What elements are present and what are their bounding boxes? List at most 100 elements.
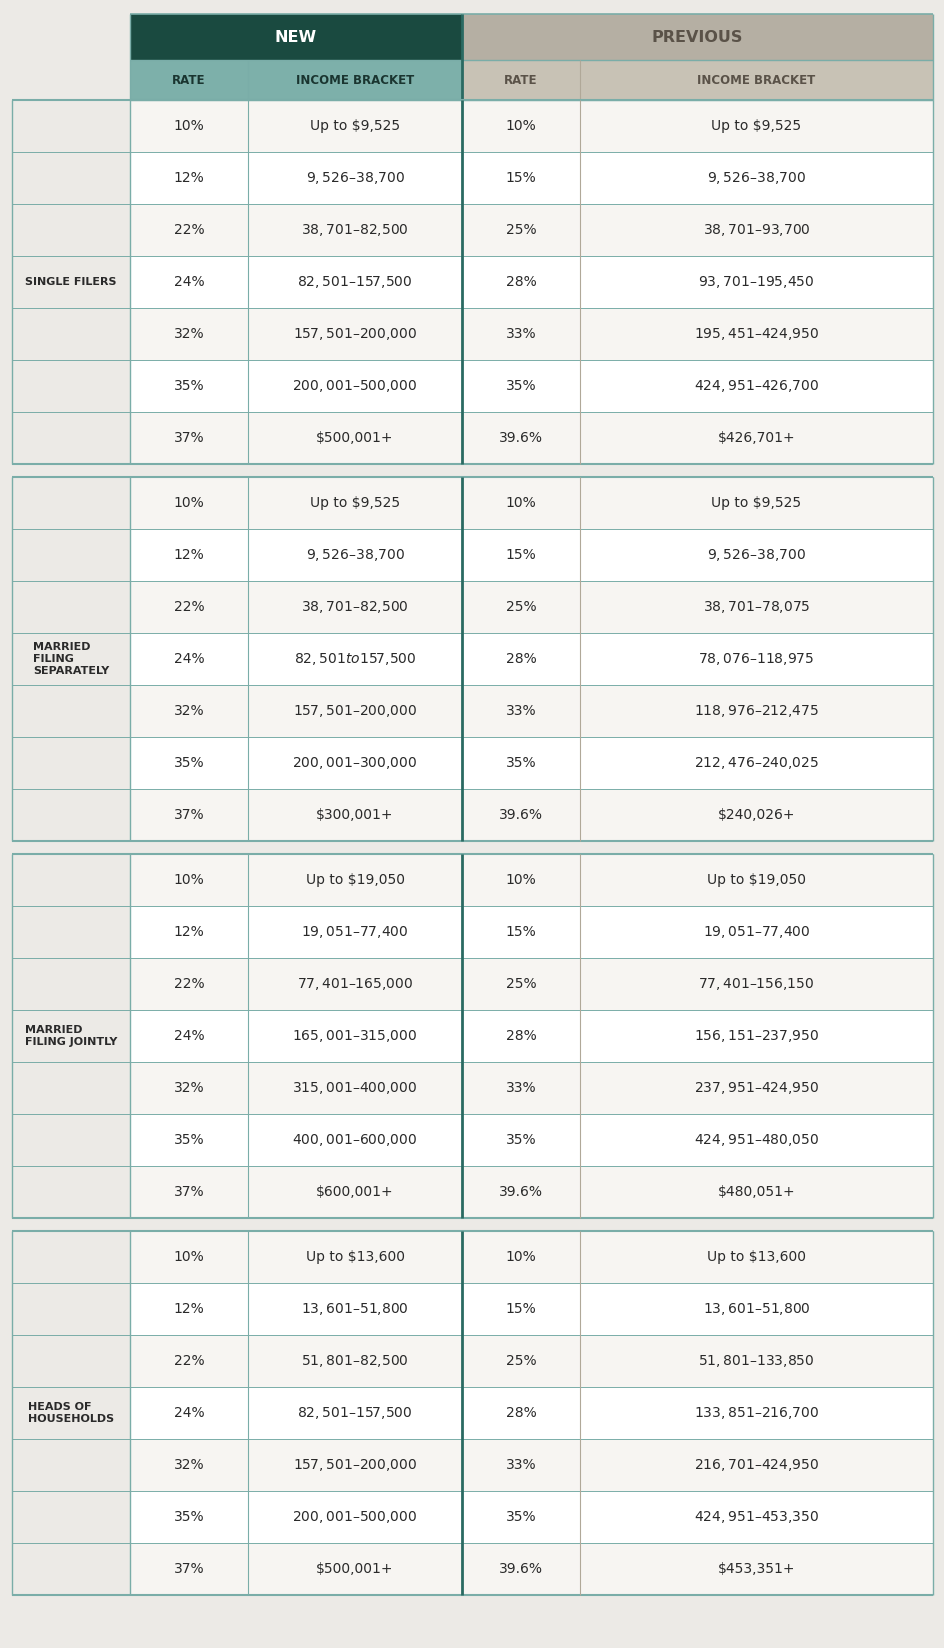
- Bar: [130, 59, 462, 101]
- Text: 25%: 25%: [505, 600, 536, 615]
- Text: HEADS OF
HOUSEHOLDS: HEADS OF HOUSEHOLDS: [28, 1402, 114, 1424]
- Text: $133,851–$216,700: $133,851–$216,700: [693, 1406, 818, 1421]
- Bar: [130, 13, 462, 59]
- Text: 37%: 37%: [174, 432, 204, 445]
- Bar: [130, 1010, 932, 1061]
- Bar: [130, 1439, 932, 1491]
- Text: $51,801–$82,500: $51,801–$82,500: [301, 1353, 409, 1369]
- Text: $77,401–$165,000: $77,401–$165,000: [296, 976, 413, 992]
- Bar: [12, 854, 130, 1218]
- Text: 28%: 28%: [505, 1406, 536, 1421]
- Bar: [12, 1231, 130, 1595]
- Text: $9,526–$38,700: $9,526–$38,700: [706, 547, 805, 564]
- Text: 24%: 24%: [174, 1406, 204, 1421]
- Text: NEW: NEW: [275, 30, 317, 44]
- Text: $93,701–$195,450: $93,701–$195,450: [698, 274, 814, 290]
- Text: $38,701–$78,075: $38,701–$78,075: [702, 598, 809, 615]
- Text: 37%: 37%: [174, 1562, 204, 1575]
- Bar: [130, 1543, 932, 1595]
- Text: 22%: 22%: [174, 1355, 204, 1368]
- Text: 35%: 35%: [505, 379, 536, 392]
- Text: 10%: 10%: [174, 119, 204, 133]
- Text: 24%: 24%: [174, 653, 204, 666]
- Text: 12%: 12%: [174, 925, 204, 939]
- Text: 10%: 10%: [505, 496, 536, 509]
- Text: $78,076–$118,975: $78,076–$118,975: [698, 651, 814, 667]
- Text: INCOME BRACKET: INCOME BRACKET: [295, 74, 413, 86]
- Bar: [130, 582, 932, 633]
- Text: 28%: 28%: [505, 653, 536, 666]
- Text: 35%: 35%: [505, 756, 536, 770]
- Bar: [130, 1284, 932, 1335]
- Text: RATE: RATE: [172, 74, 206, 86]
- Text: 25%: 25%: [505, 222, 536, 237]
- Text: Up to $13,600: Up to $13,600: [706, 1249, 805, 1264]
- Bar: [130, 255, 932, 308]
- Text: $237,951–$424,950: $237,951–$424,950: [693, 1079, 818, 1096]
- Bar: [130, 1114, 932, 1167]
- Bar: [130, 906, 932, 957]
- Text: 39.6%: 39.6%: [498, 1562, 543, 1575]
- Text: $9,526–$38,700: $9,526–$38,700: [706, 170, 805, 186]
- Text: $453,351+: $453,351+: [717, 1562, 795, 1575]
- Text: $216,701–$424,950: $216,701–$424,950: [693, 1457, 818, 1473]
- Text: Up to $19,050: Up to $19,050: [706, 873, 805, 887]
- Text: RATE: RATE: [504, 74, 537, 86]
- Text: 28%: 28%: [505, 1028, 536, 1043]
- Text: 39.6%: 39.6%: [498, 808, 543, 822]
- Text: 32%: 32%: [174, 1458, 204, 1472]
- Text: $77,401–$156,150: $77,401–$156,150: [698, 976, 814, 992]
- Text: SINGLE FILERS: SINGLE FILERS: [25, 277, 117, 287]
- Text: Up to $19,050: Up to $19,050: [305, 873, 404, 887]
- Text: 12%: 12%: [174, 549, 204, 562]
- Text: 12%: 12%: [174, 1302, 204, 1317]
- Text: 10%: 10%: [174, 873, 204, 887]
- Text: $426,701+: $426,701+: [716, 432, 795, 445]
- Text: $13,601–$51,800: $13,601–$51,800: [702, 1300, 810, 1317]
- Text: INCOME BRACKET: INCOME BRACKET: [697, 74, 815, 86]
- Bar: [130, 1388, 932, 1439]
- Text: $600,001+: $600,001+: [316, 1185, 394, 1200]
- Text: 35%: 35%: [174, 379, 204, 392]
- Text: 33%: 33%: [505, 1458, 536, 1472]
- Text: 10%: 10%: [505, 119, 536, 133]
- Text: $156,151–$237,950: $156,151–$237,950: [693, 1028, 818, 1043]
- Text: 15%: 15%: [505, 1302, 536, 1317]
- Text: Up to $9,525: Up to $9,525: [711, 496, 801, 509]
- Text: $212,476–$240,025: $212,476–$240,025: [693, 755, 818, 771]
- Text: $51,801–$133,850: $51,801–$133,850: [698, 1353, 814, 1369]
- Text: 10%: 10%: [174, 1249, 204, 1264]
- Text: 15%: 15%: [505, 171, 536, 185]
- Bar: [130, 854, 932, 906]
- Text: 35%: 35%: [174, 1510, 204, 1524]
- Bar: [130, 1335, 932, 1388]
- Text: 10%: 10%: [505, 873, 536, 887]
- Text: $157,501–$200,000: $157,501–$200,000: [293, 704, 416, 719]
- Text: 33%: 33%: [505, 1081, 536, 1094]
- Text: $240,026+: $240,026+: [717, 808, 795, 822]
- Text: $38,701–$93,700: $38,701–$93,700: [702, 222, 810, 237]
- Text: $200,001–$500,000: $200,001–$500,000: [292, 1510, 417, 1524]
- Text: 35%: 35%: [174, 756, 204, 770]
- Text: 32%: 32%: [174, 704, 204, 719]
- Text: Up to $13,600: Up to $13,600: [305, 1249, 404, 1264]
- Text: $118,976–$212,475: $118,976–$212,475: [693, 704, 818, 719]
- Text: 33%: 33%: [505, 326, 536, 341]
- Text: $38,701–$82,500: $38,701–$82,500: [301, 598, 409, 615]
- Text: $82,501–$157,500: $82,501–$157,500: [297, 1406, 413, 1421]
- Text: $38,701–$82,500: $38,701–$82,500: [301, 222, 409, 237]
- Text: $165,001–$315,000: $165,001–$315,000: [292, 1028, 417, 1043]
- Text: 10%: 10%: [505, 1249, 536, 1264]
- Text: 32%: 32%: [174, 326, 204, 341]
- Text: $82,501–$157,500: $82,501–$157,500: [297, 274, 413, 290]
- Bar: [130, 204, 932, 255]
- Bar: [130, 633, 932, 686]
- Text: $300,001+: $300,001+: [316, 808, 394, 822]
- Bar: [130, 1061, 932, 1114]
- Text: 39.6%: 39.6%: [498, 432, 543, 445]
- Text: $195,451–$424,950: $195,451–$424,950: [693, 326, 818, 343]
- Text: $480,051+: $480,051+: [716, 1185, 795, 1200]
- Text: Up to $9,525: Up to $9,525: [310, 119, 399, 133]
- Text: $424,951–$426,700: $424,951–$426,700: [693, 377, 818, 394]
- Text: $424,951–$480,050: $424,951–$480,050: [693, 1132, 818, 1149]
